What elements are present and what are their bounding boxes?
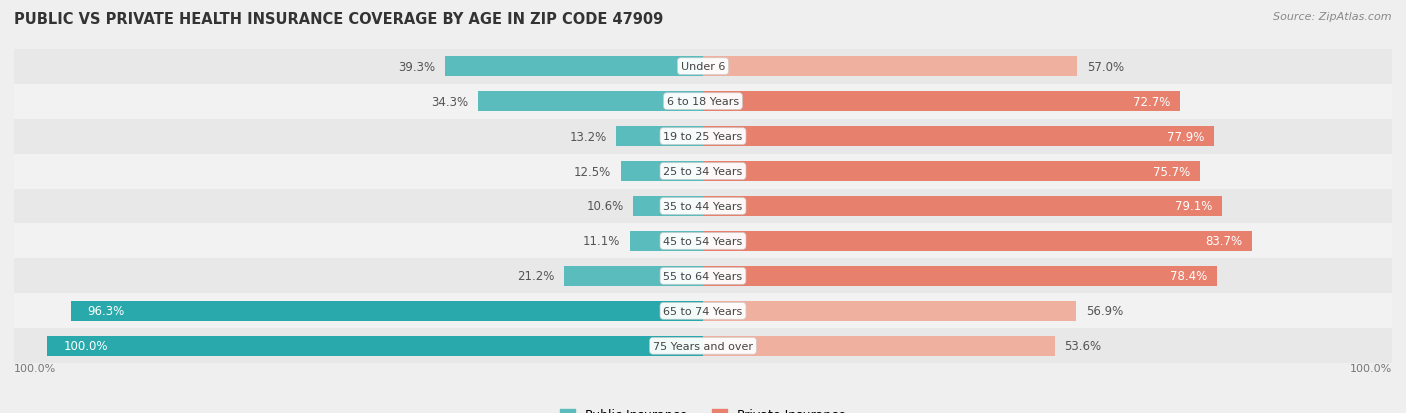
Bar xyxy=(14,294,1392,329)
Text: Source: ZipAtlas.com: Source: ZipAtlas.com xyxy=(1274,12,1392,22)
Bar xyxy=(14,84,1392,119)
Text: 78.4%: 78.4% xyxy=(1170,270,1208,283)
Bar xyxy=(14,329,1392,363)
Bar xyxy=(14,224,1392,259)
Text: 39.3%: 39.3% xyxy=(398,61,436,74)
Bar xyxy=(446,57,703,77)
Bar xyxy=(703,161,1199,182)
Text: 21.2%: 21.2% xyxy=(516,270,554,283)
Text: 79.1%: 79.1% xyxy=(1175,200,1212,213)
Text: 100.0%: 100.0% xyxy=(14,363,56,373)
Bar xyxy=(72,301,703,321)
Bar xyxy=(14,189,1392,224)
Bar xyxy=(703,57,1077,77)
Bar xyxy=(703,127,1215,147)
Text: 53.6%: 53.6% xyxy=(1064,339,1102,352)
Text: 75 Years and over: 75 Years and over xyxy=(652,341,754,351)
Bar xyxy=(703,266,1218,286)
Bar xyxy=(703,231,1253,252)
Bar xyxy=(703,197,1222,216)
Bar xyxy=(564,266,703,286)
Text: 100.0%: 100.0% xyxy=(1350,363,1392,373)
Legend: Public Insurance, Private Insurance: Public Insurance, Private Insurance xyxy=(555,404,851,413)
Bar xyxy=(14,119,1392,154)
Bar xyxy=(634,197,703,216)
Text: 11.1%: 11.1% xyxy=(583,235,620,248)
Bar xyxy=(703,301,1077,321)
Text: 19 to 25 Years: 19 to 25 Years xyxy=(664,132,742,142)
Bar xyxy=(630,231,703,252)
Text: 72.7%: 72.7% xyxy=(1133,95,1170,108)
Text: 83.7%: 83.7% xyxy=(1205,235,1243,248)
Bar xyxy=(621,161,703,182)
Text: 96.3%: 96.3% xyxy=(87,305,125,318)
Text: 35 to 44 Years: 35 to 44 Years xyxy=(664,202,742,211)
Bar xyxy=(478,92,703,112)
Text: 25 to 34 Years: 25 to 34 Years xyxy=(664,166,742,177)
Text: 75.7%: 75.7% xyxy=(1153,165,1189,178)
Text: 13.2%: 13.2% xyxy=(569,130,606,143)
Bar xyxy=(703,336,1054,356)
Text: 55 to 64 Years: 55 to 64 Years xyxy=(664,271,742,281)
Text: 65 to 74 Years: 65 to 74 Years xyxy=(664,306,742,316)
Text: PUBLIC VS PRIVATE HEALTH INSURANCE COVERAGE BY AGE IN ZIP CODE 47909: PUBLIC VS PRIVATE HEALTH INSURANCE COVER… xyxy=(14,12,664,27)
Bar xyxy=(14,259,1392,294)
Text: 12.5%: 12.5% xyxy=(574,165,612,178)
Bar xyxy=(616,127,703,147)
Bar xyxy=(14,154,1392,189)
Text: 77.9%: 77.9% xyxy=(1167,130,1205,143)
Text: 34.3%: 34.3% xyxy=(432,95,468,108)
Text: 100.0%: 100.0% xyxy=(63,339,108,352)
Bar xyxy=(703,92,1180,112)
Bar xyxy=(46,336,703,356)
Text: 57.0%: 57.0% xyxy=(1087,61,1123,74)
Text: Under 6: Under 6 xyxy=(681,62,725,72)
Text: 10.6%: 10.6% xyxy=(586,200,624,213)
Text: 56.9%: 56.9% xyxy=(1087,305,1123,318)
Text: 6 to 18 Years: 6 to 18 Years xyxy=(666,97,740,107)
Text: 45 to 54 Years: 45 to 54 Years xyxy=(664,236,742,247)
Bar xyxy=(14,50,1392,84)
